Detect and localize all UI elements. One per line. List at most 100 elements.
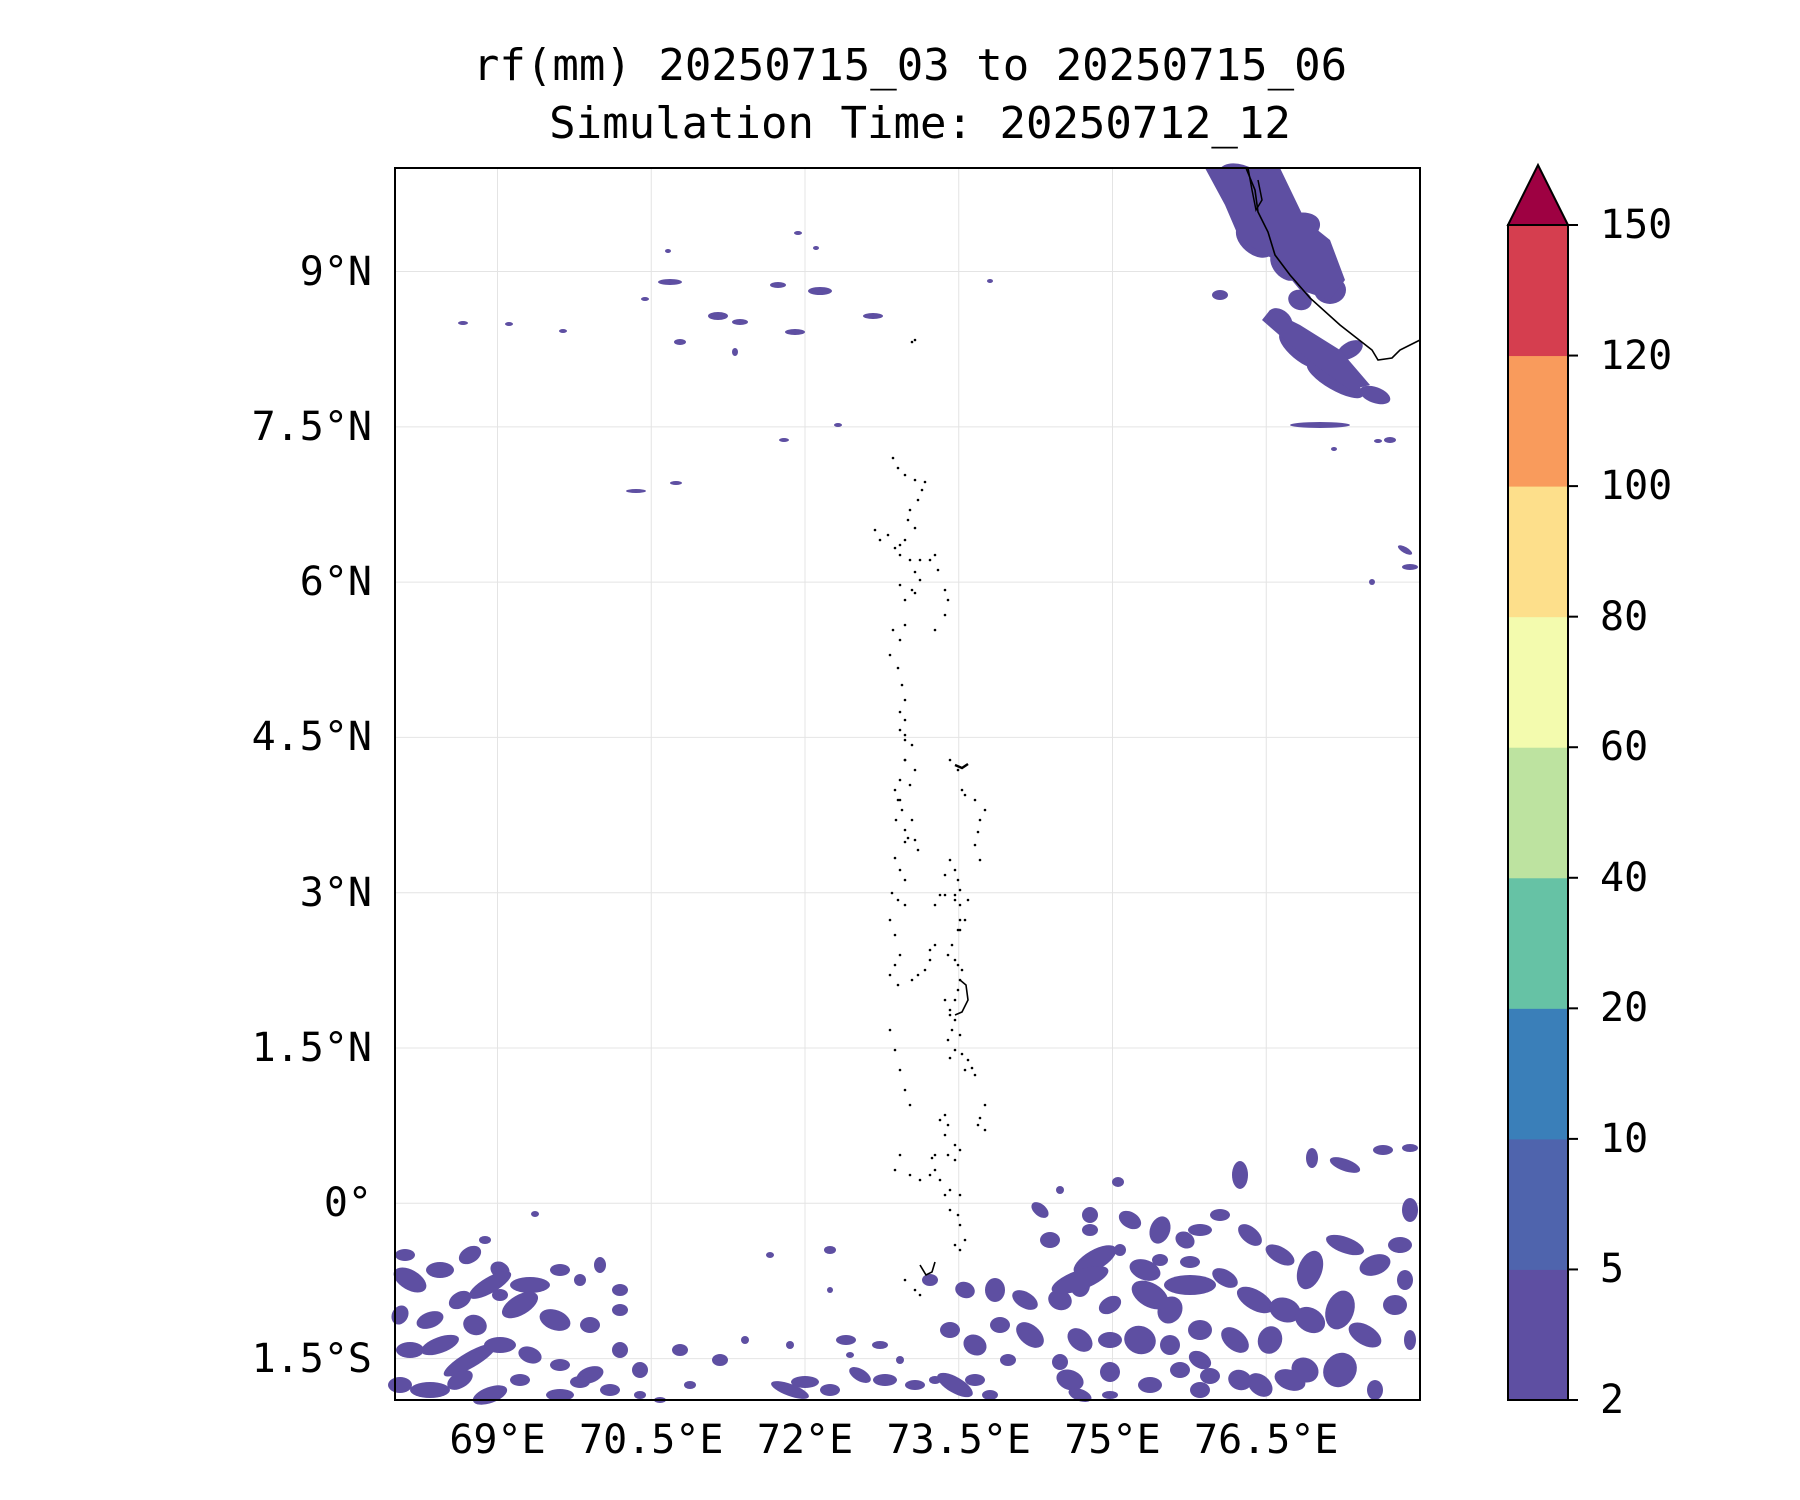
rain-patch xyxy=(612,1342,628,1358)
rain-patch xyxy=(1228,1369,1252,1391)
x-tick-label: 70.5°E xyxy=(579,1417,724,1463)
rain-patch xyxy=(1067,1328,1093,1352)
rain-patch xyxy=(1294,1306,1326,1334)
island-speck xyxy=(978,858,982,862)
rain-patch xyxy=(1306,1148,1318,1168)
rain-patch xyxy=(396,1342,424,1358)
island-speck xyxy=(898,778,902,782)
rain-patch xyxy=(1082,1207,1098,1223)
island-speck xyxy=(960,968,964,972)
rain-patch xyxy=(505,322,513,326)
island-speck xyxy=(910,818,914,822)
island-speck xyxy=(916,848,920,852)
island-speck xyxy=(943,998,947,1002)
island-speck xyxy=(910,743,914,747)
island-speck xyxy=(896,983,900,987)
island-speck xyxy=(943,588,947,592)
island-speck xyxy=(903,903,907,907)
island-speck xyxy=(928,1173,932,1177)
rain-patch xyxy=(1056,1369,1084,1391)
rain-patch xyxy=(791,1376,819,1388)
island-speck xyxy=(893,1168,897,1172)
rain-patch xyxy=(1112,1177,1124,1187)
rain-patch xyxy=(1326,1234,1364,1256)
rain-patch xyxy=(443,1343,497,1377)
island-speck xyxy=(948,1188,952,1192)
plot-frame xyxy=(394,167,1421,1401)
rain-patch xyxy=(426,1262,454,1278)
colorbar-tick-label: 2 xyxy=(1600,1377,1625,1423)
island-speck xyxy=(976,1123,980,1127)
island-speck xyxy=(943,873,947,877)
coastline-backwater xyxy=(1247,167,1263,213)
island-speck xyxy=(953,1243,957,1247)
rain-patch xyxy=(672,1344,688,1356)
island-speck xyxy=(893,856,897,860)
island-speck xyxy=(958,903,962,907)
rain-patch xyxy=(1170,1362,1190,1378)
island-speck xyxy=(963,1068,967,1072)
rain-patch xyxy=(1190,1382,1210,1398)
rain-patch xyxy=(987,279,993,283)
island-speck xyxy=(948,758,952,762)
rain-patch xyxy=(836,1335,856,1345)
rain-patch xyxy=(1397,545,1413,555)
rain-patch xyxy=(1175,1231,1195,1249)
colorbar-extend-arrow xyxy=(1506,162,1570,226)
island-speck xyxy=(953,893,957,897)
island-speck xyxy=(953,1018,957,1022)
rain-patch xyxy=(834,423,842,427)
rain-patch xyxy=(1288,289,1312,311)
island-speck xyxy=(953,998,957,1002)
island-speck xyxy=(948,1008,952,1012)
rain-patch xyxy=(1016,1322,1044,1348)
island-speck xyxy=(956,878,960,882)
island-speck xyxy=(963,793,967,797)
island-speck xyxy=(916,498,920,502)
island-speck xyxy=(888,973,892,977)
rain-patch xyxy=(479,1236,491,1244)
rain-patch xyxy=(1296,1250,1324,1290)
island-speck xyxy=(903,878,907,882)
island-speck xyxy=(973,798,977,802)
rain-patch xyxy=(1374,439,1382,443)
rain-patch xyxy=(550,1264,570,1276)
rain-patch xyxy=(1073,1245,1117,1275)
island-speck xyxy=(958,888,962,892)
rain-patch xyxy=(393,1267,427,1293)
island-speck xyxy=(966,898,970,902)
colorbar-bin xyxy=(1508,1269,1568,1401)
rain-patch xyxy=(846,1352,854,1358)
island-speck xyxy=(908,558,912,562)
island-speck xyxy=(898,553,902,557)
island-speck xyxy=(913,570,917,574)
island-speck xyxy=(936,568,940,572)
island-speck xyxy=(958,1223,962,1227)
rain-patch xyxy=(1290,422,1350,428)
rain-patch xyxy=(501,1291,539,1319)
rain-patch xyxy=(1262,310,1370,390)
rain-patch xyxy=(458,1245,482,1265)
colorbar-bin xyxy=(1508,747,1568,879)
rain-patch xyxy=(824,1246,836,1254)
rain-patch xyxy=(1200,1368,1220,1384)
island-speck xyxy=(903,718,907,722)
rain-patch xyxy=(1068,1388,1092,1402)
island-speck xyxy=(938,893,942,897)
chart-subtitle: Simulation Time: 20250712_12 xyxy=(549,98,1291,149)
rain-patch xyxy=(468,1271,512,1299)
rain-patch xyxy=(955,1281,975,1299)
rain-patch xyxy=(896,1356,904,1364)
colorbar-frame xyxy=(1507,224,1569,1401)
island-speck xyxy=(953,1158,957,1162)
island-speck xyxy=(913,338,917,342)
rain-patch xyxy=(1100,1362,1120,1382)
rain-patch xyxy=(559,329,567,333)
island-speck xyxy=(958,1033,962,1037)
rain-patch xyxy=(665,249,671,253)
rain-patch xyxy=(1404,1330,1416,1350)
island-speck xyxy=(890,891,894,895)
rain-patch xyxy=(1236,1286,1274,1314)
island-atoll xyxy=(919,1261,936,1277)
island-speck xyxy=(956,768,960,772)
